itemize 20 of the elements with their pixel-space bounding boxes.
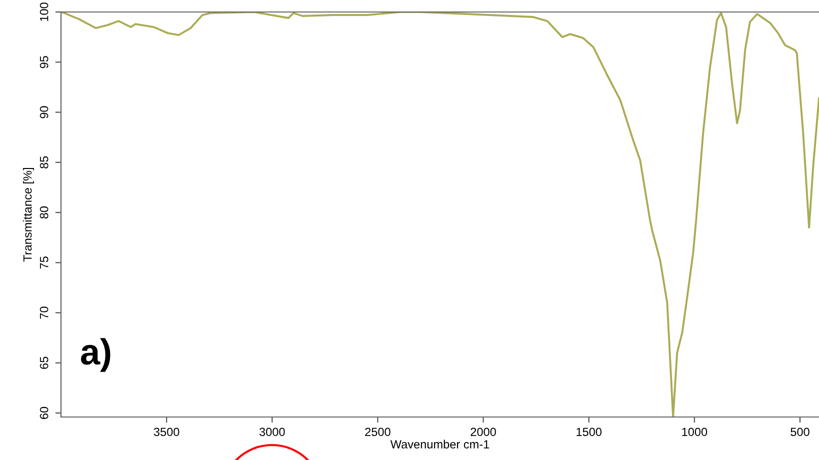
y-tick-label: 60 (40, 406, 48, 419)
x-tick-label: 3500 (154, 428, 180, 436)
x-tick-label: 1500 (576, 428, 602, 436)
annotation: a) (81, 338, 110, 372)
x-tick-label: 2500 (365, 428, 390, 436)
y-tick-label: 65 (40, 356, 48, 369)
line-series (61, 12, 819, 417)
x-tick-label: 1000 (682, 428, 708, 436)
y-tick-label: 70 (40, 306, 48, 319)
y-tick-label: 80 (40, 206, 48, 219)
y-tick-label: 75 (40, 256, 48, 269)
y-tick-label: 90 (40, 106, 48, 118)
x-tick-label: 2000 (470, 428, 496, 436)
x-tick-label: 500 (790, 428, 810, 436)
y-axis-title: Transmittance [%] (23, 168, 34, 262)
x-tick-label: 3000 (259, 428, 285, 436)
y-tick-label: 95 (40, 56, 48, 68)
x-axis-title: Wavenumber cm-1 (390, 440, 490, 448)
y-tick-label: 85 (40, 156, 48, 168)
y-tick-label: 100 (40, 2, 48, 21)
